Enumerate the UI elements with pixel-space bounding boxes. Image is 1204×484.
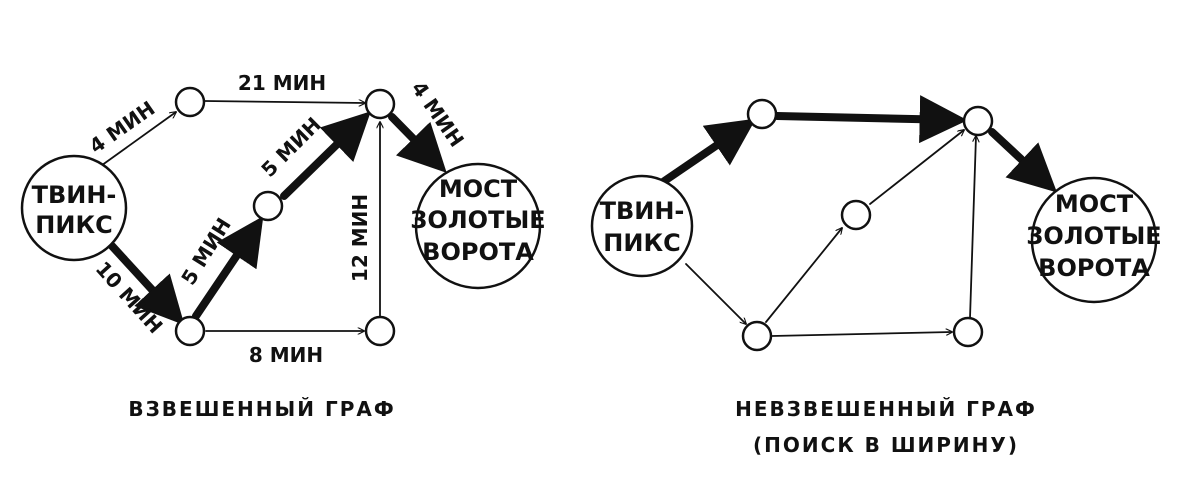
weighted-caption: ВЗВЕШЕННЫЙ ГРАФ bbox=[128, 397, 395, 421]
weighted-edge-label-bottom-to-bottomright: 8 МИН bbox=[249, 343, 323, 367]
unweighted-edge-hub-to-end bbox=[988, 128, 1058, 193]
unweighted-node-bottomright bbox=[952, 316, 984, 348]
unweighted-edge-mid-to-hub bbox=[869, 130, 964, 205]
unweighted-edge-bottom-to-bottomright bbox=[771, 332, 953, 337]
unweighted-node-mid bbox=[840, 199, 872, 231]
weighted-end-label-line3: ВОРОТА bbox=[422, 238, 534, 266]
unweighted-node-hub bbox=[962, 105, 994, 137]
unweighted-end-label-line3: ВОРОТА bbox=[1038, 254, 1150, 282]
weighted-edge-bottom-to-mid bbox=[192, 216, 264, 320]
weighted-end-label-line2: ЗОЛОТЫЕ bbox=[410, 206, 545, 234]
unweighted-start-node bbox=[590, 174, 694, 278]
weighted-edge-hub-to-end bbox=[388, 113, 447, 173]
weighted-end-label-line1: МОСТ bbox=[439, 175, 518, 203]
unweighted-edge-start-to-bottom bbox=[685, 263, 746, 324]
weighted-edge-label-bottomright-to-hub: 12 МИН bbox=[348, 194, 372, 282]
unweighted-graph: ТВИН- ПИКС МОСТ ЗОЛОТЫЕ ВОРОТА НЕВЗВЕШЕН… bbox=[590, 95, 1162, 457]
unweighted-end-node bbox=[1030, 176, 1158, 304]
weighted-edge-top-to-hub bbox=[204, 101, 366, 103]
unweighted-caption-line2: (ПОИСК В ШИРИНУ) bbox=[753, 433, 1019, 457]
unweighted-edge-bottomright-to-hub bbox=[969, 135, 976, 319]
unweighted-node-bottom bbox=[741, 320, 773, 352]
weighted-edge-label-start-to-top: 4 МИН bbox=[85, 96, 160, 158]
weighted-edge-label-mid-to-hub: 5 МИН bbox=[256, 112, 325, 181]
weighted-node-hub bbox=[364, 88, 396, 120]
weighted-edge-label-bottom-to-mid: 5 МИН bbox=[176, 213, 236, 289]
weighted-graph: ТВИН- ПИКС МОСТ ЗОЛОТЫЕ ВОРОТА 4 МИН 21 … bbox=[20, 71, 546, 421]
weighted-start-label-line2: ПИКС bbox=[35, 211, 112, 239]
unweighted-end-label-line2: ЗОЛОТЫЕ bbox=[1026, 222, 1161, 250]
unweighted-edge-top-to-hub bbox=[773, 95, 968, 144]
unweighted-edge-start-to-top bbox=[656, 118, 756, 188]
weighted-end-node bbox=[414, 162, 542, 290]
unweighted-start-label-line2: ПИКС bbox=[603, 229, 680, 257]
weighted-edge-start-to-bottom bbox=[108, 242, 185, 326]
weighted-start-node bbox=[20, 154, 128, 262]
weighted-edge-start-to-top bbox=[97, 112, 176, 169]
unweighted-start-label-line1: ТВИН- bbox=[600, 197, 685, 225]
unweighted-end-label-line1: МОСТ bbox=[1055, 190, 1134, 218]
weighted-node-bottomright bbox=[364, 315, 396, 347]
weighted-start-label-line1: ТВИН- bbox=[32, 181, 117, 209]
weighted-edge-mid-to-hub bbox=[280, 111, 371, 200]
weighted-node-top bbox=[174, 86, 206, 118]
weighted-edge-label-top-to-hub: 21 МИН bbox=[238, 71, 326, 95]
unweighted-edge-bottom-to-mid bbox=[765, 228, 842, 323]
weighted-node-bottom bbox=[174, 315, 206, 347]
unweighted-node-top bbox=[746, 98, 778, 130]
unweighted-caption-line1: НЕВЗВЕШЕННЫЙ ГРАФ bbox=[735, 397, 1037, 421]
weighted-node-mid bbox=[252, 190, 284, 222]
